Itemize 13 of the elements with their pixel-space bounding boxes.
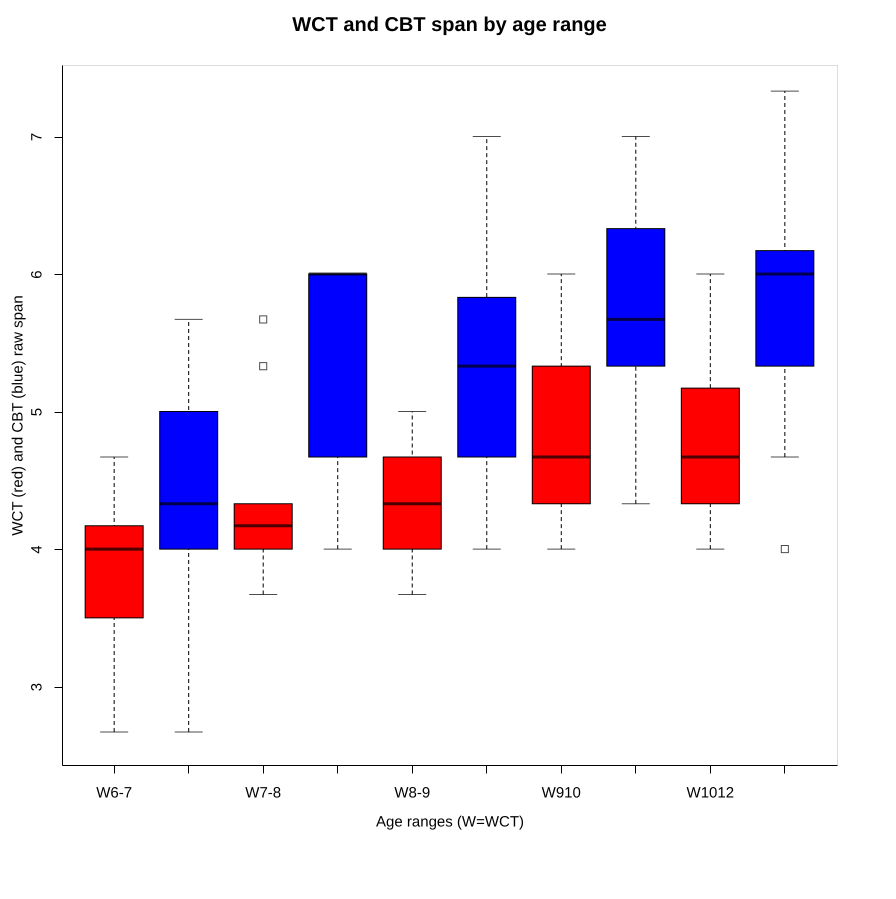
x-tick-label: W8-9 [394,784,430,802]
y-tick-label: 7 [28,132,46,142]
y-tick-label: 6 [28,270,46,279]
x-tick-label: W1012 [686,784,734,802]
y-tick-label: 3 [28,682,46,692]
x-tick-label: W7-8 [245,784,282,802]
y-tick-label: 5 [28,408,46,416]
x-tick-label: W910 [542,784,581,802]
x-tick-label: W6-7 [96,784,132,802]
x-axis-title: Age ranges (W=WCT) [376,814,524,830]
chart-title: WCT and CBT span by age range [292,14,607,36]
y-tick-label: 4 [28,545,46,554]
y-axis-title: WCT (red) and CBT (blue) raw span [10,295,26,536]
